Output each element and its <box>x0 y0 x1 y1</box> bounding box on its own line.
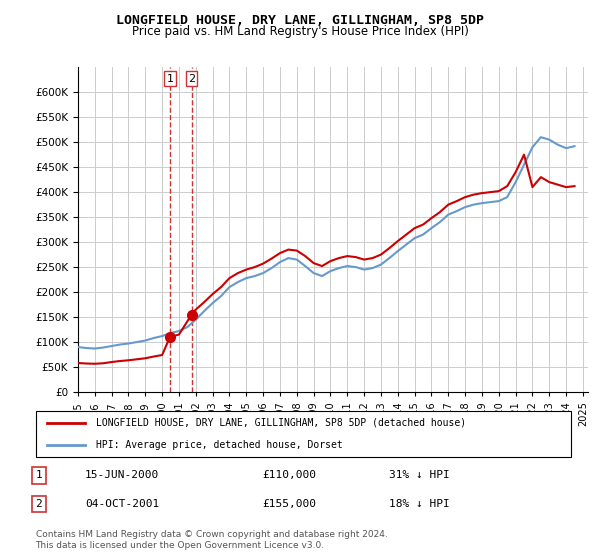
Text: LONGFIELD HOUSE, DRY LANE, GILLINGHAM, SP8 5DP (detached house): LONGFIELD HOUSE, DRY LANE, GILLINGHAM, S… <box>96 418 466 428</box>
Text: 04-OCT-2001: 04-OCT-2001 <box>85 499 160 509</box>
Text: LONGFIELD HOUSE, DRY LANE, GILLINGHAM, SP8 5DP: LONGFIELD HOUSE, DRY LANE, GILLINGHAM, S… <box>116 14 484 27</box>
Text: £110,000: £110,000 <box>262 470 316 480</box>
FancyBboxPatch shape <box>35 411 571 457</box>
Text: 2: 2 <box>35 499 42 509</box>
Text: £155,000: £155,000 <box>262 499 316 509</box>
Text: 31% ↓ HPI: 31% ↓ HPI <box>389 470 449 480</box>
Text: 1: 1 <box>166 74 173 83</box>
Text: Price paid vs. HM Land Registry's House Price Index (HPI): Price paid vs. HM Land Registry's House … <box>131 25 469 38</box>
Text: 1: 1 <box>35 470 42 480</box>
Text: 15-JUN-2000: 15-JUN-2000 <box>85 470 160 480</box>
Text: Contains HM Land Registry data © Crown copyright and database right 2024.
This d: Contains HM Land Registry data © Crown c… <box>35 530 387 549</box>
Text: HPI: Average price, detached house, Dorset: HPI: Average price, detached house, Dors… <box>96 440 343 450</box>
Text: 2: 2 <box>188 74 195 83</box>
Text: 18% ↓ HPI: 18% ↓ HPI <box>389 499 449 509</box>
